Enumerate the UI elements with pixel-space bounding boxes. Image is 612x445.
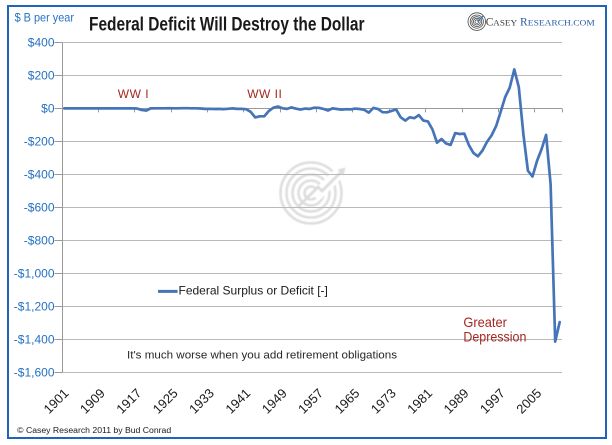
svg-text:Federal Surplus or Deficit [-]: Federal Surplus or Deficit [-] [179,284,328,298]
svg-text:Federal Deficit Will Destroy t: Federal Deficit Will Destroy the Dollar [89,14,365,35]
svg-text:-$1,200: -$1,200 [14,300,55,314]
svg-text:$200: $200 [28,68,55,82]
svg-text:© Casey Research 2011 by Bud C: © Casey Research 2011 by Bud Conrad [17,426,171,435]
svg-text:$0: $0 [41,101,55,115]
svg-text:Depression: Depression [463,328,526,344]
svg-text:It's much worse when you add r: It's much worse when you add retirement … [127,349,398,361]
svg-text:ASEY: ASEY [493,18,518,28]
svg-text:R: R [520,17,528,29]
svg-text:$ B per year: $ B per year [15,11,74,25]
svg-text:WW I: WW I [118,87,149,101]
svg-text:-$800: -$800 [24,233,55,247]
svg-text:-$600: -$600 [24,200,55,214]
svg-text:-$1,000: -$1,000 [14,266,55,280]
svg-text:-$200: -$200 [24,134,55,148]
svg-text:ESEARCH.COM: ESEARCH.COM [528,18,595,28]
svg-text:$400: $400 [28,35,55,49]
svg-text:-$400: -$400 [24,167,55,181]
svg-text:C: C [486,17,494,29]
svg-text:WW II: WW II [247,87,282,101]
svg-text:-$1,600: -$1,600 [14,366,55,380]
svg-text:Greater: Greater [463,314,507,330]
svg-text:-$1,400: -$1,400 [14,333,55,347]
